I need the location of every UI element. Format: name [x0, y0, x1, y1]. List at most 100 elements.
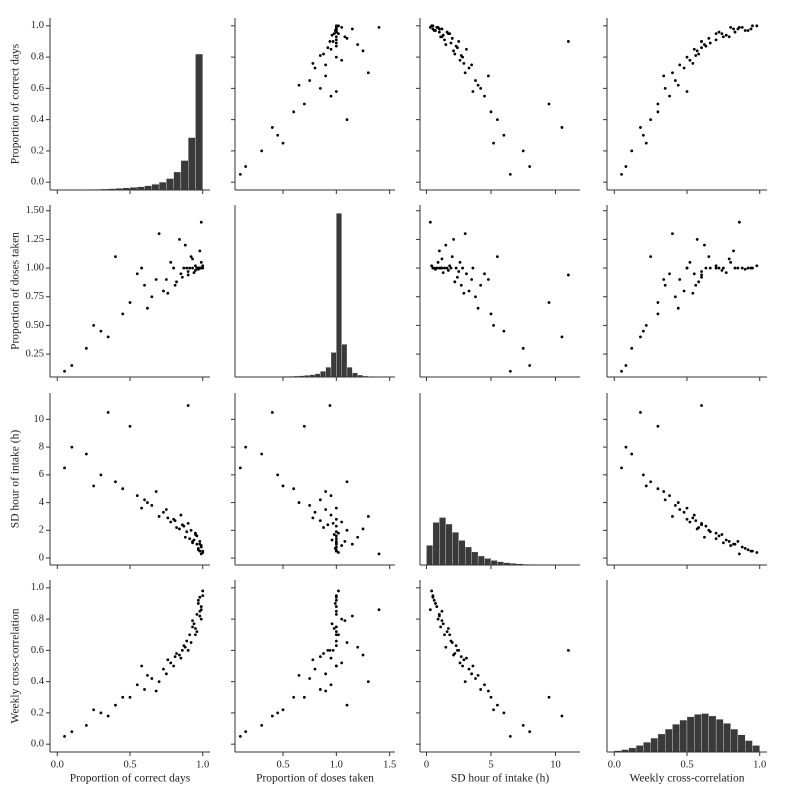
scatter-point [721, 266, 725, 270]
scatter-point [502, 329, 506, 333]
scatter-point [673, 295, 677, 299]
scatter-point [199, 605, 203, 608]
y-tick-label: 6 [39, 469, 44, 480]
scatter-point [467, 289, 471, 293]
scatter-point [435, 605, 439, 608]
scatter-point [428, 25, 432, 29]
scatter-point [692, 47, 696, 51]
scatter-point [720, 32, 724, 36]
scatter-point [729, 260, 733, 264]
scatter-point [350, 614, 354, 618]
scatter-point [154, 490, 158, 493]
scatter-point [454, 266, 458, 270]
hist-bar [158, 181, 167, 191]
scatter-point [276, 711, 280, 715]
scatter-point [446, 32, 450, 36]
scatter-point [99, 711, 103, 715]
scatter-point [178, 238, 181, 241]
scatter-point [461, 664, 464, 668]
scatter-point [662, 74, 666, 78]
hist-bar [657, 733, 666, 753]
scatter-point [724, 33, 728, 37]
scatter-point [201, 589, 205, 593]
scatter-point [334, 537, 338, 541]
x-tick-label: 1.0 [196, 759, 209, 770]
scatter-point [106, 335, 110, 339]
scatter-point [474, 295, 477, 299]
y-tick-label: 0.2 [31, 145, 44, 156]
scatter-point [521, 724, 525, 727]
x-tick-label: 0 [424, 759, 429, 770]
hist-bar [188, 137, 196, 191]
hist-bar [679, 719, 688, 753]
scatter-point [84, 346, 88, 350]
hist-bar [432, 522, 440, 566]
scatter-point [727, 540, 731, 543]
scatter-point [691, 516, 695, 520]
scatter-point [471, 664, 475, 668]
scatter-point [694, 519, 698, 523]
hist-bar [471, 551, 479, 566]
scatter-point [377, 608, 381, 612]
scatter-point [186, 521, 190, 525]
scatter-point [157, 680, 161, 684]
scatter-point [326, 523, 330, 527]
scatter-point [743, 29, 747, 32]
scatter-point [649, 480, 653, 484]
scatter-point [182, 644, 186, 648]
scatter-point [183, 243, 187, 247]
scatter-point [432, 598, 436, 602]
scatter-point [749, 27, 753, 31]
scatter-point [467, 667, 471, 671]
scatter-point [492, 141, 495, 145]
scatter-point [560, 126, 564, 129]
scatter-point [471, 266, 475, 270]
scatter-point [630, 346, 634, 350]
scatter-point [502, 711, 506, 715]
scatter-point [685, 90, 689, 93]
scatter-point [453, 52, 457, 56]
scatter-point [724, 271, 728, 275]
scatter-point [435, 25, 439, 29]
scatter-point [663, 86, 667, 90]
y-tick-label: 0.25 [26, 348, 44, 359]
hist-bar [426, 545, 434, 566]
scatter-point [106, 411, 110, 414]
hist-bar [180, 160, 189, 191]
scatter-point [324, 63, 328, 67]
y-tick-label: 0.6 [31, 83, 44, 94]
scatter-point [311, 61, 315, 65]
scatter-point [431, 266, 435, 270]
scatter-point [281, 141, 285, 145]
scatter-point [345, 703, 349, 707]
hist-bar [320, 371, 326, 378]
scatter-point [700, 273, 703, 277]
x-tick-label: 0.5 [123, 759, 136, 770]
scatter-point [547, 102, 551, 106]
scatter-point [560, 714, 564, 718]
scatter-point [340, 544, 344, 547]
scatter-point [334, 625, 338, 629]
scatter-point [128, 695, 132, 699]
scatter-point [114, 480, 117, 484]
scatter-point [521, 346, 525, 350]
scatter-point [191, 540, 194, 543]
scatter-point [443, 38, 446, 42]
scatter-point [685, 55, 689, 59]
scatter-point [340, 25, 344, 29]
scatter-point [733, 542, 737, 546]
scatter-point [740, 545, 744, 549]
scatter-point [444, 243, 448, 247]
hist-bar [465, 546, 472, 566]
scatter-point [329, 494, 333, 498]
scatter-point [302, 102, 306, 106]
scatter-point [755, 264, 759, 268]
scatter-point [474, 79, 477, 82]
scatter-point [343, 619, 347, 623]
scatter-point [749, 549, 753, 553]
scatter-point [114, 703, 117, 707]
scatter-point [441, 271, 445, 275]
scatter-point [99, 329, 103, 333]
scatter-point [465, 656, 468, 660]
scatter-point [185, 639, 189, 643]
